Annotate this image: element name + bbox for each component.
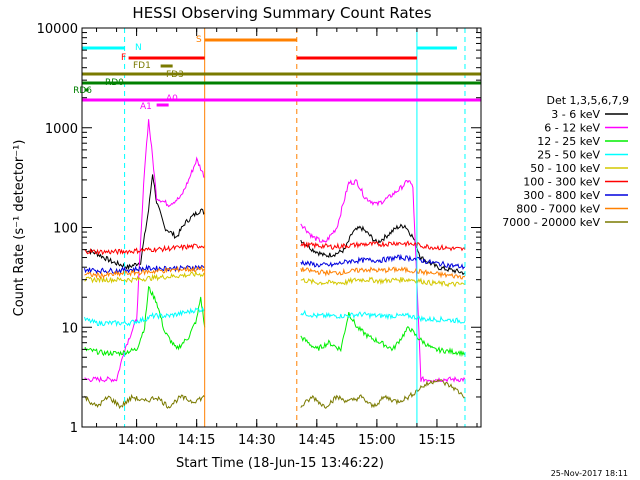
flag-label-fd3: FD3 bbox=[166, 70, 184, 80]
series-line-3-1 bbox=[300, 309, 466, 324]
y-axis-label: Count Rate (s⁻¹ detector⁻¹) bbox=[12, 140, 27, 317]
legend-label-4: 50 - 100 keV bbox=[530, 162, 600, 175]
legend-label-0: 3 - 6 keV bbox=[551, 108, 600, 121]
series-line-5-0 bbox=[84, 243, 206, 256]
legend-label-5: 100 - 300 keV bbox=[523, 176, 600, 189]
legend-title: Det 1,3,5,6,7,9 bbox=[546, 94, 629, 107]
flag-label-s: S bbox=[196, 35, 202, 45]
x-tick-label-1: 14:15 bbox=[178, 433, 215, 448]
flag-label-a1: A1 bbox=[140, 102, 152, 112]
x-axis-label: Start Time (18-Jun-15 13:46:22) bbox=[176, 456, 384, 471]
series-line-0-0 bbox=[84, 174, 206, 271]
legend-label-1: 6 - 12 keV bbox=[544, 122, 600, 135]
series-line-0-1 bbox=[300, 223, 466, 276]
x-tick-label-3: 14:45 bbox=[298, 433, 335, 448]
series-line-7-0 bbox=[84, 265, 205, 280]
x-tick-label-5: 15:15 bbox=[418, 433, 455, 448]
series-line-5-1 bbox=[300, 240, 466, 252]
legend-label-2: 12 - 25 keV bbox=[537, 135, 600, 148]
legend-label-6: 300 - 800 keV bbox=[523, 189, 600, 202]
flag-label-rd6: RD6 bbox=[73, 86, 92, 96]
series-line-4-1 bbox=[300, 276, 466, 288]
series-line-4-0 bbox=[84, 270, 206, 284]
legend-label-3: 25 - 50 keV bbox=[537, 149, 600, 162]
series-line-8-0 bbox=[84, 393, 206, 410]
y-tick-label-0: 1 bbox=[70, 421, 78, 436]
legend-label-7: 800 - 7000 keV bbox=[516, 203, 600, 216]
flag-label-f: F bbox=[121, 53, 126, 63]
y-tick-label-4: 10000 bbox=[37, 22, 78, 37]
series-line-3-0 bbox=[84, 306, 206, 328]
legend-label-8: 7000 - 20000 keV bbox=[502, 216, 600, 229]
series-line-7-1 bbox=[300, 266, 466, 280]
flag-label-rd0: RD0 bbox=[105, 78, 124, 88]
plot-marks: NSFFD1FD3RD0RD6A0A1 bbox=[73, 28, 481, 427]
series-line-8-1 bbox=[300, 378, 466, 409]
y-tick-label-2: 100 bbox=[53, 222, 78, 237]
series-line-6-1 bbox=[300, 253, 466, 270]
x-tick-label-2: 14:30 bbox=[238, 433, 275, 448]
series-line-1-0 bbox=[84, 119, 205, 383]
x-tick-label-4: 15:00 bbox=[358, 433, 395, 448]
footer-date: 25-Nov-2017 18:11 bbox=[551, 469, 628, 478]
x-tick-label-0: 14:00 bbox=[118, 433, 155, 448]
chart-title: HESSI Observing Summary Count Rates bbox=[132, 4, 431, 22]
flag-label-fd1: FD1 bbox=[133, 61, 151, 71]
series-line-2-0 bbox=[84, 285, 206, 357]
axes: 14:00 14:15 14:30 14:45 15:00 15:15 1 10 100 1000… bbox=[37, 22, 481, 448]
series-line-2-1 bbox=[300, 311, 466, 357]
flag-label-n: N bbox=[135, 43, 142, 53]
y-tick-label-1: 10 bbox=[61, 321, 78, 336]
y-tick-label-3: 1000 bbox=[45, 122, 78, 137]
